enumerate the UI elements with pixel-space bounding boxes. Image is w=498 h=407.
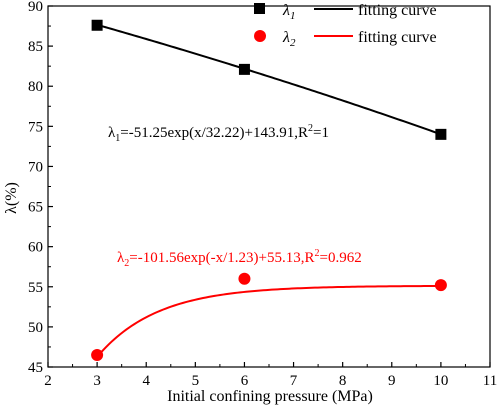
- y-tick-label: 60: [28, 240, 43, 256]
- equation-lambda2-prefix: λ: [117, 250, 125, 266]
- equation-lambda1-prefix: λ: [108, 125, 116, 141]
- equation-lambda1-sup: 2: [308, 123, 313, 134]
- legend-marker-lambda2: [254, 30, 266, 42]
- fit-curves: [96, 23, 442, 358]
- fit-curve-lambda1: [96, 23, 442, 136]
- data-point-lambda2: [434, 279, 447, 292]
- equation-lambda1: λ1=-51.25exp(x/32.22)+143.91,R2=1: [108, 123, 329, 144]
- x-axis-label: Initial confining pressure (MPa): [167, 388, 373, 405]
- y-tick-label: 50: [28, 320, 43, 336]
- x-tick-label: 10: [433, 373, 448, 389]
- fit-curve-lambda2: [96, 284, 441, 358]
- legend-series-lambda2-sub: 2: [290, 37, 296, 49]
- y-tick-label: 45: [28, 360, 43, 376]
- equation-lambda1-main: =-51.25exp(x/32.22)+143.91,R: [120, 125, 308, 141]
- data-points: [91, 19, 447, 361]
- y-tick-label: 85: [28, 39, 43, 55]
- data-point-lambda2: [91, 348, 104, 361]
- x-tick-label: 2: [44, 373, 52, 389]
- x-tick-label: 5: [192, 373, 200, 389]
- legend-series-lambda2: λ2: [282, 29, 296, 49]
- x-tick-label: 4: [142, 373, 150, 389]
- y-tick-label: 55: [28, 280, 43, 296]
- equation-lambda2-main: =-101.56exp(-x/1.23)+55.13,R: [129, 250, 314, 266]
- x-tick-label: 8: [339, 373, 347, 389]
- equation-lambda1-sub: 1: [115, 133, 120, 144]
- x-tick-label: 11: [483, 373, 497, 389]
- equation-lambda2-sub: 2: [124, 258, 129, 269]
- legend-series-lambda1-name: λ: [282, 2, 290, 19]
- y-tick-label: 80: [28, 79, 43, 95]
- legend-series-lambda1: λ1: [282, 2, 295, 22]
- y-tick-label: 75: [28, 119, 43, 135]
- y-axis-label: λ(%): [3, 182, 20, 214]
- y-tick-label: 90: [28, 0, 43, 15]
- y-axis-ticks: 45 50 55 60 65 70 75 80 85 90: [28, 0, 53, 376]
- y-tick-label: 65: [28, 200, 43, 216]
- equation-lambda2-sup: 2: [315, 248, 320, 259]
- x-tick-label: 6: [241, 373, 249, 389]
- equation-lambda1-tail: =1: [313, 125, 329, 141]
- data-point-lambda1: [238, 63, 250, 75]
- data-point-lambda1: [435, 128, 447, 140]
- legend-marker-lambda1: [254, 3, 265, 14]
- equation-lambda2-tail: =0.962: [320, 250, 362, 266]
- legend-fit-label-lambda1: fitting curve: [358, 2, 437, 19]
- legend-series-lambda1-sub: 1: [290, 10, 296, 22]
- legend-fit-label-lambda2: fitting curve: [358, 29, 437, 46]
- x-tick-label: 9: [388, 373, 396, 389]
- y-tick-label: 70: [28, 159, 43, 175]
- x-tick-label: 7: [290, 373, 298, 389]
- legend: λ1 fitting curve λ2 fitting curve: [254, 2, 437, 49]
- data-point-lambda2: [238, 272, 251, 285]
- data-point-lambda1: [91, 19, 103, 31]
- x-axis-ticks: 2 3 4 5 6 7 8 9 10 11: [44, 362, 497, 389]
- legend-series-lambda2-name: λ: [282, 29, 290, 46]
- equation-lambda2: λ2=-101.56exp(-x/1.23)+55.13,R2=0.962: [117, 248, 362, 269]
- x-tick-label: 3: [93, 373, 101, 389]
